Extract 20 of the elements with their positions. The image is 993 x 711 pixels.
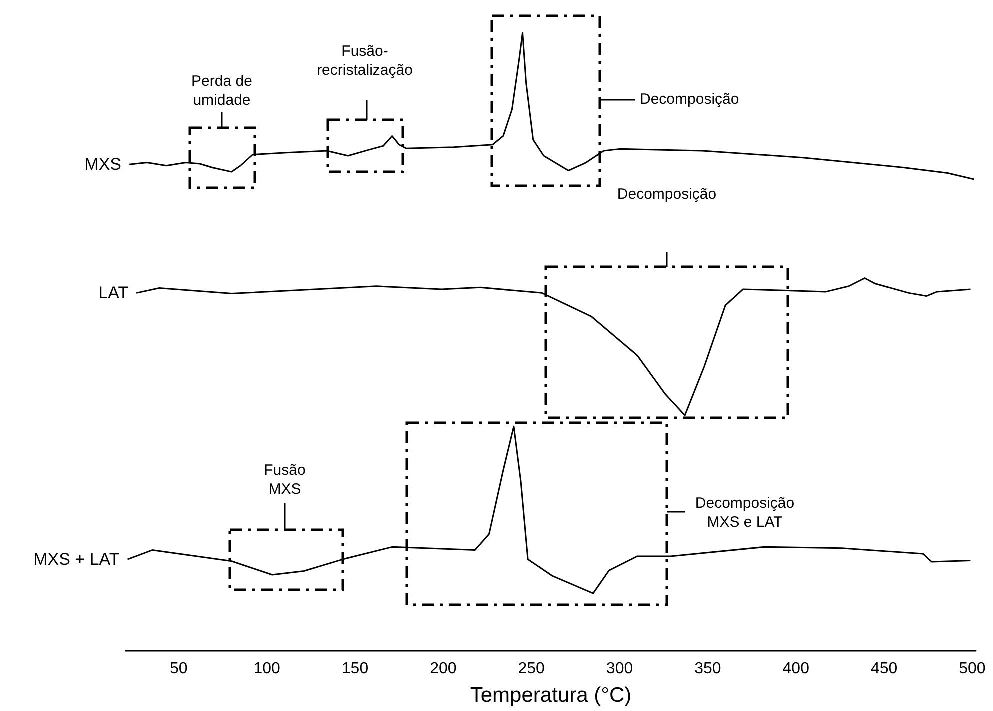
x-tick-label: 300: [606, 660, 634, 678]
x-tick-label: 500: [959, 660, 986, 678]
series-label: LAT: [98, 284, 129, 303]
x-tick-label: 400: [782, 660, 810, 678]
x-tick-label: 450: [870, 660, 898, 678]
series-label: MXS + LAT: [34, 550, 120, 570]
x-tick-label: 350: [694, 660, 722, 678]
series-label: MXS: [84, 155, 122, 174]
x-tick-label: 100: [254, 660, 281, 678]
annotation: Fusão MXS: [263, 461, 307, 499]
x-tick-label: 150: [342, 660, 369, 678]
x-tick-label: 200: [430, 660, 457, 678]
annotation: Decomposição MXS e LAT: [694, 494, 796, 532]
x-tick-label: 50: [170, 660, 188, 678]
x-tick-label: 250: [518, 660, 546, 678]
annotation: Fusão-recristalização: [316, 42, 414, 80]
annotation: Perda de umidade: [190, 72, 254, 110]
annotation: Decomposição: [616, 185, 718, 204]
annotation: Decomposição: [640, 90, 740, 109]
x-axis-title: Temperatura (°C): [470, 684, 632, 707]
